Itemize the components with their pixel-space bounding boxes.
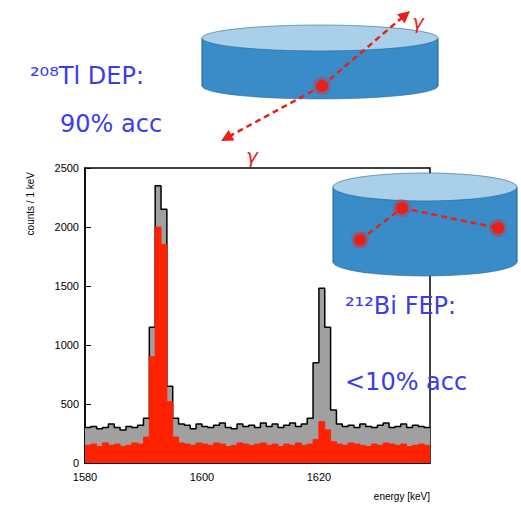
svg-text:counts / 1 keV: counts / 1 keV	[25, 172, 36, 236]
svg-text:γ: γ	[246, 144, 259, 168]
svg-text:0: 0	[73, 457, 79, 469]
svg-text:2500: 2500	[55, 162, 79, 174]
svg-text:<10% acc: <10% acc	[345, 368, 467, 396]
svg-text:1580: 1580	[73, 471, 97, 483]
svg-text:1000: 1000	[55, 339, 79, 351]
svg-text:²⁰⁸Tl DEP:: ²⁰⁸Tl DEP:	[30, 62, 144, 90]
svg-text:90% acc: 90% acc	[60, 110, 162, 138]
svg-text:1600: 1600	[190, 471, 214, 483]
svg-text:1620: 1620	[307, 471, 331, 483]
svg-text:1500: 1500	[55, 280, 79, 292]
svg-text:500: 500	[61, 398, 79, 410]
svg-text:γ: γ	[412, 10, 425, 34]
svg-text:²¹²Bi FEP:: ²¹²Bi FEP:	[345, 292, 456, 320]
svg-text:2000: 2000	[55, 221, 79, 233]
svg-text:energy [keV]: energy [keV]	[374, 491, 430, 502]
